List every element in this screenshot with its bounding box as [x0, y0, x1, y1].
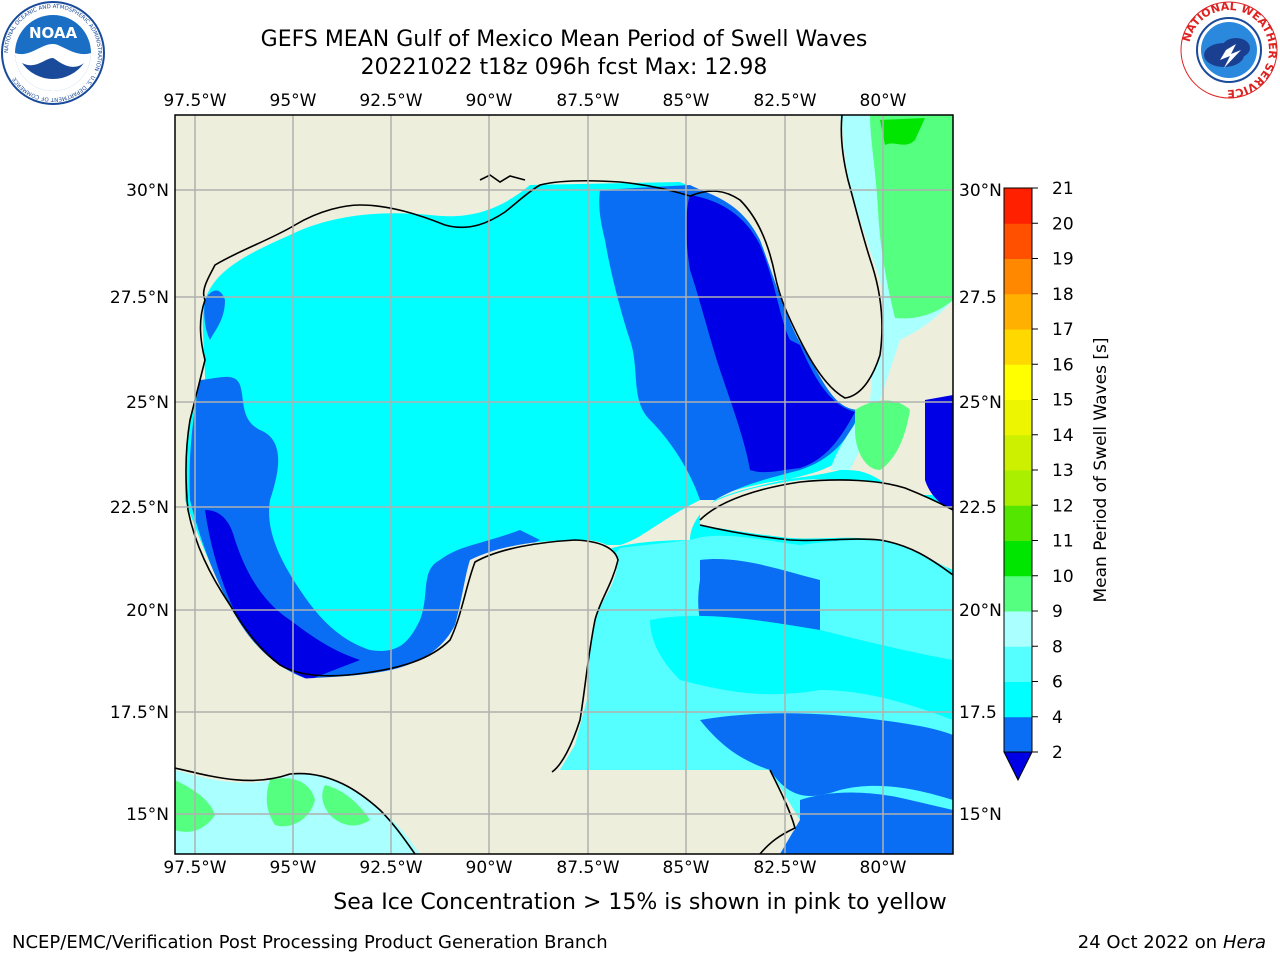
coastlines	[175, 115, 953, 854]
pacific-green-3	[322, 785, 370, 826]
lon-label-bottom: 95°W	[270, 858, 317, 878]
colorbar-segment	[1004, 716, 1032, 753]
lon-label-top: 82.5°W	[753, 91, 816, 111]
lon-label-bottom: 90°W	[466, 858, 513, 878]
colorbar-tick-label: 8	[1052, 637, 1063, 657]
colorbar-segment	[1004, 329, 1032, 365]
lon-labels-top: 97.5°W 95°W 92.5°W 90°W 87.5°W 85°W 82.5°W 80°W	[163, 91, 906, 111]
colorbar-segment	[1004, 540, 1032, 577]
caribbean-darkblue	[780, 792, 953, 854]
noaa-logo-text: NOAA	[29, 24, 78, 42]
colorbar-segment	[1004, 505, 1032, 541]
lat-labels-right: 30°N 27.5 25°N 22.5 20°N 17.5 15°N	[959, 181, 1002, 825]
lat-label-right: 22.5	[959, 498, 997, 518]
colorbar-extend-triangle	[1003, 751, 1033, 782]
cuba-land	[700, 479, 953, 570]
lon-label-top: 90°W	[466, 91, 513, 111]
colorbar-tick-label: 10	[1052, 567, 1074, 587]
caribbean-blue-2	[700, 713, 953, 800]
colorbar-tick-label: 13	[1052, 461, 1074, 481]
colorbar-tick-label: 20	[1052, 214, 1074, 234]
colorbar-tick-label: 17	[1052, 320, 1074, 340]
lat-label-left: 22.5°N	[110, 498, 169, 518]
colorbar-label: Mean Period of Swell Waves [s]	[1091, 338, 1111, 603]
lat-label-right: 30°N	[959, 181, 1002, 201]
colorbar-segment	[1004, 681, 1032, 718]
colorbar-segment	[1004, 399, 1032, 436]
lon-label-top: 97.5°W	[163, 91, 226, 111]
lon-label-top: 80°W	[860, 91, 907, 111]
chart-subtitle: 20221022 t18z 096h fcst Max: 12.98	[360, 55, 768, 80]
atlantic-green-dark	[880, 118, 925, 145]
colorbar-tick-label: 6	[1052, 673, 1063, 693]
nws-logo: NATIONAL WEATHER SERVICE	[1180, 0, 1279, 100]
lon-label-top: 85°W	[663, 91, 710, 111]
colorbar-segment	[1004, 188, 1032, 224]
colorbar-tick-label: 16	[1052, 355, 1074, 375]
colorbar-segment	[1004, 646, 1032, 682]
noaa-logo: NOAA NATIONAL OCEANIC AND ATMOSPHERIC AD…	[1, 1, 105, 105]
lat-label-left: 15°N	[126, 805, 169, 825]
lat-label-right: 17.5	[959, 703, 997, 723]
colorbar-segment	[1004, 611, 1032, 647]
caribbean-cyan-1	[650, 615, 953, 720]
colorbar-tick-label: 19	[1052, 250, 1074, 270]
gulf-water-core	[213, 190, 730, 668]
lat-label-left: 27.5°N	[110, 288, 169, 308]
bahamas-darkblue	[925, 395, 953, 510]
credit-line: NCEP/EMC/Verification Post Processing Pr…	[12, 932, 608, 953]
colorbar-tick-label: 15	[1052, 391, 1074, 411]
colorbar-segment	[1004, 434, 1032, 471]
colorbar-tick-label: 12	[1052, 496, 1074, 516]
map-gridlines	[175, 115, 953, 854]
west-gulf-blue	[189, 376, 540, 680]
lat-label-right: 25°N	[959, 393, 1002, 413]
lat-label-right: 15°N	[959, 805, 1002, 825]
colorbar-tick-label: 2	[1052, 743, 1063, 763]
lat-label-left: 30°N	[126, 181, 169, 201]
lat-label-right: 27.5	[959, 288, 997, 308]
colorbar-segment	[1004, 293, 1032, 330]
west-gulf-darkblue	[205, 510, 360, 680]
lon-label-bottom: 80°W	[860, 858, 907, 878]
sea-ice-note: Sea Ice Concentration > 15% is shown in …	[333, 890, 947, 915]
colorbar-tick-label: 21	[1052, 179, 1074, 199]
colorbar-segment	[1004, 470, 1032, 506]
lon-labels-bottom: 97.5°W 95°W 92.5°W 90°W 87.5°W 85°W 82.5°W 80°W	[163, 858, 906, 878]
lon-label-bottom: 85°W	[663, 858, 710, 878]
lat-label-left: 17.5°N	[110, 703, 169, 723]
lon-label-bottom: 92.5°W	[359, 858, 422, 878]
lat-label-left: 25°N	[126, 393, 169, 413]
colorbar-tick-label: 4	[1052, 708, 1063, 728]
lat-label-left: 20°N	[126, 601, 169, 621]
colorbar-segment	[1004, 223, 1032, 259]
florida-land	[720, 115, 953, 395]
colorbar-tick-label: 18	[1052, 285, 1074, 305]
colorbar-segment	[1004, 258, 1032, 295]
date-stamp: 24 Oct 2022 on Hera	[1077, 932, 1266, 953]
colorbar-segment	[1004, 575, 1032, 612]
map-frame	[174, 114, 954, 855]
colorbar-tick-label: 11	[1052, 532, 1074, 552]
lon-label-top: 87.5°W	[556, 91, 619, 111]
lon-label-bottom: 97.5°W	[163, 858, 226, 878]
lon-label-top: 92.5°W	[359, 91, 422, 111]
lat-labels-left: 30°N 27.5°N 25°N 22.5°N 20°N 17.5°N 15°N	[110, 181, 169, 825]
map-plot-area	[175, 115, 953, 854]
machine-name: Hera	[1222, 932, 1266, 953]
florida-shelf-darkblue	[686, 195, 855, 473]
chart-title: GEFS MEAN Gulf of Mexico Mean Period of …	[260, 27, 868, 52]
lon-label-bottom: 87.5°W	[556, 858, 619, 878]
lon-label-top: 95°W	[270, 91, 317, 111]
nw-gulf-blue	[204, 290, 225, 340]
colorbar-segment	[1004, 364, 1032, 400]
atlantic-green	[870, 115, 953, 319]
colorbar-tick-label: 9	[1052, 602, 1063, 622]
colorbar: 2 4 6 8 9 10 11 12 13 14 15 16 17 18 19 20 21	[1003, 179, 1074, 782]
lon-label-bottom: 82.5°W	[753, 858, 816, 878]
colorbar-tick-label: 14	[1052, 426, 1074, 446]
lat-label-right: 20°N	[959, 601, 1002, 621]
